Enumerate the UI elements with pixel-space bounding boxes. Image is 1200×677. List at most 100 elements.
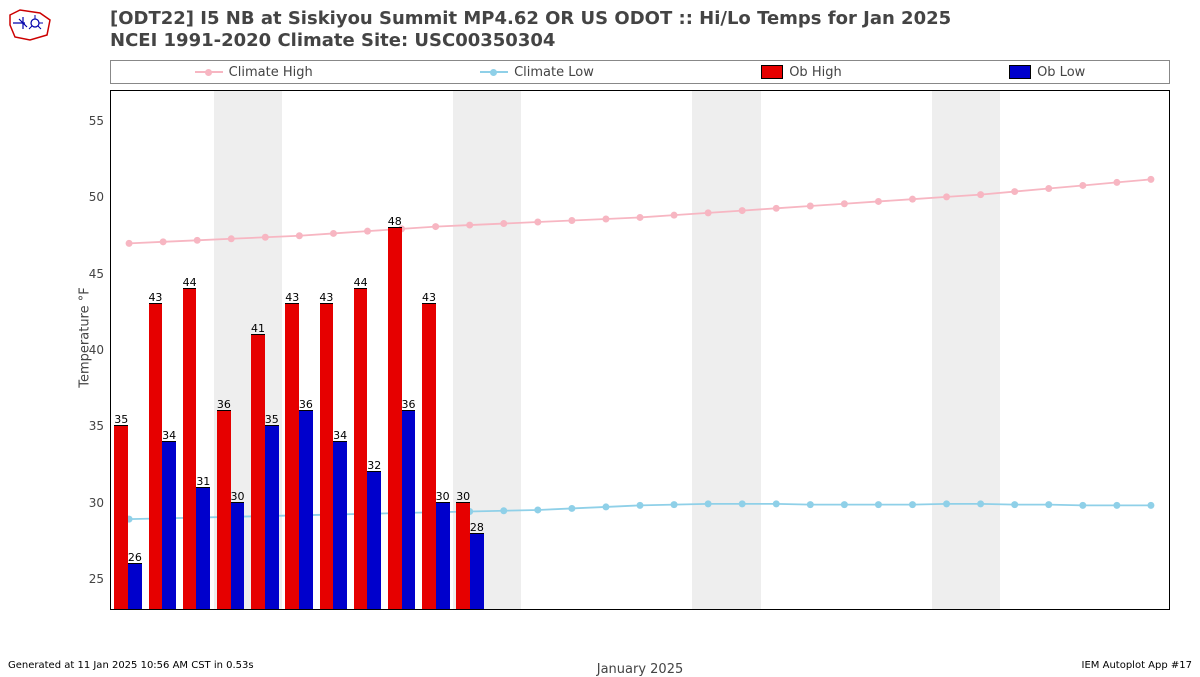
climate-high-marker [637, 214, 644, 221]
x-tick-label: 23 [873, 609, 888, 610]
climate-high-marker [568, 217, 575, 224]
x-tick-mark [162, 609, 163, 610]
ob-low-bar [402, 410, 416, 609]
climate-high-marker [875, 198, 882, 205]
ob-low-label: 36 [299, 398, 313, 411]
ob-low-bar [231, 502, 245, 609]
x-tick-mark [949, 609, 950, 610]
x-tick-mark [675, 609, 676, 610]
climate-high-marker [330, 230, 337, 237]
climate-low-marker [1147, 502, 1154, 509]
ob-high-bar [388, 227, 402, 609]
plot-region: 1234567891011121314151617181920212223242… [110, 90, 1170, 610]
ob-high-label: 43 [422, 291, 436, 304]
climate-high-marker [534, 219, 541, 226]
x-tick-label: 4 [227, 609, 235, 610]
x-tick-mark [744, 609, 745, 610]
x-tick-label: 16 [633, 609, 648, 610]
legend: Climate High Climate Low Ob High Ob Low [110, 60, 1170, 84]
ob-high-bar [285, 303, 299, 609]
x-tick-label: 10 [428, 609, 443, 610]
x-tick-label: 17 [668, 609, 683, 610]
y-tick-mark [110, 351, 111, 352]
ob-low-label: 28 [470, 521, 484, 534]
ob-high-bar [354, 288, 368, 609]
ob-high-label: 43 [319, 291, 333, 304]
x-tick-label: 8 [364, 609, 372, 610]
ob-high-bar [251, 334, 265, 609]
ob-low-bar [299, 410, 313, 609]
ob-high-bar [114, 425, 128, 609]
title-line-2: NCEI 1991-2020 Climate Site: USC00350304 [110, 30, 555, 51]
x-tick-mark [333, 609, 334, 610]
climate-high-marker [432, 223, 439, 230]
climate-high-marker [773, 205, 780, 212]
x-tick-mark [299, 609, 300, 610]
ob-high-bar [183, 288, 197, 609]
climate-low-marker [807, 501, 814, 508]
y-tick-label: 30 [89, 496, 110, 510]
y-tick-mark [110, 427, 111, 428]
x-tick-mark [538, 609, 539, 610]
ob-low-label: 26 [128, 551, 142, 564]
y-tick-mark [110, 504, 111, 505]
climate-low-marker [602, 503, 609, 510]
x-tick-label: 20 [770, 609, 785, 610]
climate-low-marker [1045, 501, 1052, 508]
climate-high-marker [807, 203, 814, 210]
ob-low-label: 30 [436, 490, 450, 503]
ob-low-bar [333, 441, 347, 609]
x-tick-label: 7 [329, 609, 337, 610]
x-tick-mark [709, 609, 710, 610]
ob-low-label: 34 [162, 429, 176, 442]
x-tick-mark [402, 609, 403, 610]
x-tick-mark [983, 609, 984, 610]
climate-high-marker [1113, 179, 1120, 186]
climate-low-marker [534, 506, 541, 513]
ob-high-label: 43 [285, 291, 299, 304]
ob-high-label: 43 [148, 291, 162, 304]
climate-low-marker [1113, 502, 1120, 509]
ob-low-label: 30 [231, 490, 245, 503]
x-tick-mark [265, 609, 266, 610]
climate-high-marker [841, 200, 848, 207]
x-tick-label: 28 [1044, 609, 1059, 610]
climate-low-marker [909, 501, 916, 508]
climate-high-marker [160, 238, 167, 245]
x-tick-label: 30 [1112, 609, 1127, 610]
x-tick-label: 29 [1078, 609, 1093, 610]
x-tick-label: 2 [158, 609, 166, 610]
x-tick-mark [1086, 609, 1087, 610]
x-tick-mark [778, 609, 779, 610]
climate-high-marker [602, 215, 609, 222]
x-tick-mark [128, 609, 129, 610]
ob-low-label: 34 [333, 429, 347, 442]
chart-area: Climate High Climate Low Ob High Ob Low … [110, 60, 1170, 640]
y-tick-label: 55 [89, 114, 110, 128]
x-tick-label: 31 [1146, 609, 1161, 610]
y-tick-mark [110, 122, 111, 123]
climate-low-marker [637, 502, 644, 509]
climate-low-marker [568, 505, 575, 512]
x-tick-label: 25 [941, 609, 956, 610]
ob-high-label: 41 [251, 322, 265, 335]
x-tick-label: 11 [462, 609, 477, 610]
x-tick-label: 24 [907, 609, 922, 610]
ob-low-label: 36 [401, 398, 415, 411]
climate-high-marker [1147, 176, 1154, 183]
x-tick-mark [470, 609, 471, 610]
climate-high-marker [296, 232, 303, 239]
x-tick-label: 5 [261, 609, 269, 610]
x-tick-label: 3 [193, 609, 201, 610]
ob-high-bar [149, 303, 163, 609]
ob-high-label: 35 [114, 413, 128, 426]
legend-climate-high: Climate High [195, 65, 313, 80]
ob-high-label: 30 [456, 490, 470, 503]
y-tick-mark [110, 275, 111, 276]
climate-high-marker [126, 240, 133, 247]
x-axis-label: January 2025 [597, 640, 684, 677]
climate-low-marker [671, 501, 678, 508]
climate-high-marker [364, 228, 371, 235]
x-tick-label: 13 [531, 609, 546, 610]
x-tick-mark [846, 609, 847, 610]
